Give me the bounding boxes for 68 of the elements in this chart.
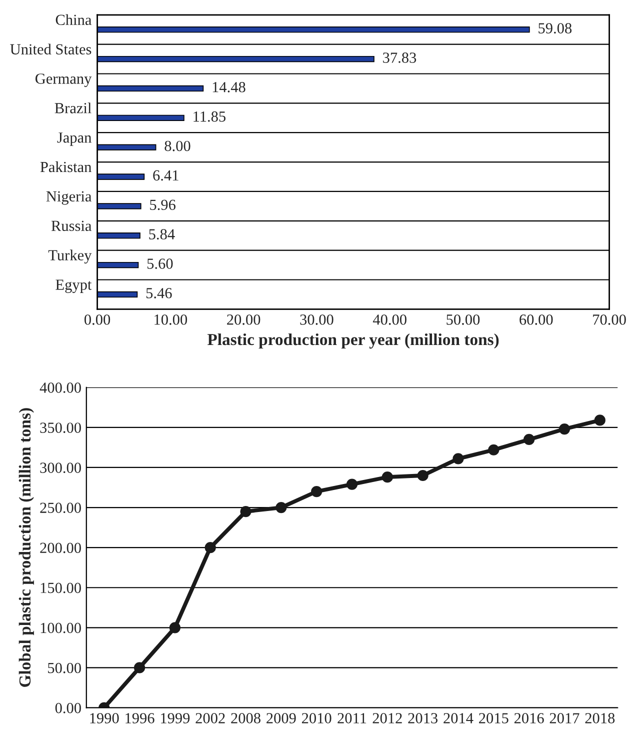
y-tick-label: United States: [10, 44, 92, 54]
y-tick-label: 50.00: [48, 662, 81, 674]
x-tick-label: 2015: [479, 713, 508, 724]
x-tick-label: 2016: [514, 713, 544, 724]
x-tick-label: 50.00: [446, 314, 480, 325]
y-tick-label: 350.00: [40, 422, 81, 433]
x-tick-label: 1996: [126, 713, 154, 724]
data-label: 5.60: [147, 258, 173, 269]
data-label: 14.48: [212, 82, 246, 92]
y-tick-label: 300.00: [40, 462, 81, 474]
x-tick-label: 1990: [90, 713, 119, 724]
data-label: 8.00: [164, 140, 190, 152]
point: [524, 434, 535, 446]
x-tick-label: 2018: [585, 713, 615, 724]
y-tick-label: Brazil: [54, 102, 92, 114]
point: [594, 414, 606, 426]
y-tick-label: Russia: [51, 220, 92, 232]
x-tick-label: 70.00: [593, 314, 626, 325]
y-tick-label: Japan: [57, 132, 92, 146]
x-tick-label: 30.00: [300, 314, 334, 325]
y-tick-label: 150.00: [40, 582, 81, 594]
x-tick-label: 60.00: [520, 314, 553, 325]
x-tick-label: 1999: [161, 713, 190, 724]
x-tick-label: 2008: [231, 713, 260, 724]
point: [488, 444, 500, 456]
y-tick-label: 0.00: [55, 702, 81, 714]
x-tick-label: 2017: [550, 713, 580, 724]
x-tick-label: 10.00: [154, 314, 188, 325]
y-tick-label: 200.00: [40, 542, 81, 554]
x-tick-label: 40.00: [372, 314, 406, 325]
data-label: 11.85: [194, 111, 226, 122]
x-tick-label: 2012: [372, 713, 402, 724]
x-tick-label: 2010: [302, 713, 332, 724]
data-label: 5.46: [146, 288, 172, 298]
x-tick-label: 20.00: [227, 314, 260, 325]
x-tick-label: 0.00: [84, 314, 110, 325]
y-tick-label: Pakistan: [40, 161, 92, 172]
point: [134, 662, 146, 674]
y-tick-label: Nigeria: [46, 191, 92, 205]
y-tick-label: Germany: [36, 74, 92, 87]
point: [276, 502, 287, 514]
x-tick-label: 2009: [266, 713, 296, 724]
y-tick-label: China: [56, 14, 92, 26]
point: [452, 453, 464, 464]
x-tick-label: 2011: [338, 713, 366, 724]
data-label: 37.83: [383, 52, 416, 63]
x-tick-label: 2014: [444, 713, 474, 724]
data-label: 5.96: [150, 200, 176, 210]
data-label: 59.08: [538, 23, 572, 34]
point: [382, 472, 393, 483]
y-tick-label: 100.00: [40, 622, 81, 634]
y-tick-label: 400.00: [40, 382, 81, 393]
x-tick-label: 2002: [196, 713, 225, 724]
y-tick-label: Turkey: [48, 250, 92, 264]
point: [346, 478, 358, 490]
point: [240, 506, 252, 518]
y-axis-title: Global plastic production (million tons): [18, 408, 34, 687]
y-tick-label: 250.00: [40, 502, 81, 514]
point: [169, 622, 180, 634]
point: [311, 486, 322, 498]
data-label: 5.84: [149, 229, 175, 240]
point: [558, 423, 570, 435]
point: [417, 470, 428, 482]
point: [204, 542, 216, 554]
x-tick-label: 2013: [408, 713, 438, 724]
x-axis-title: Plastic production per year (million tons): [207, 333, 499, 349]
y-tick-label: Egypt: [56, 280, 92, 293]
data-label: 6.41: [153, 170, 178, 181]
